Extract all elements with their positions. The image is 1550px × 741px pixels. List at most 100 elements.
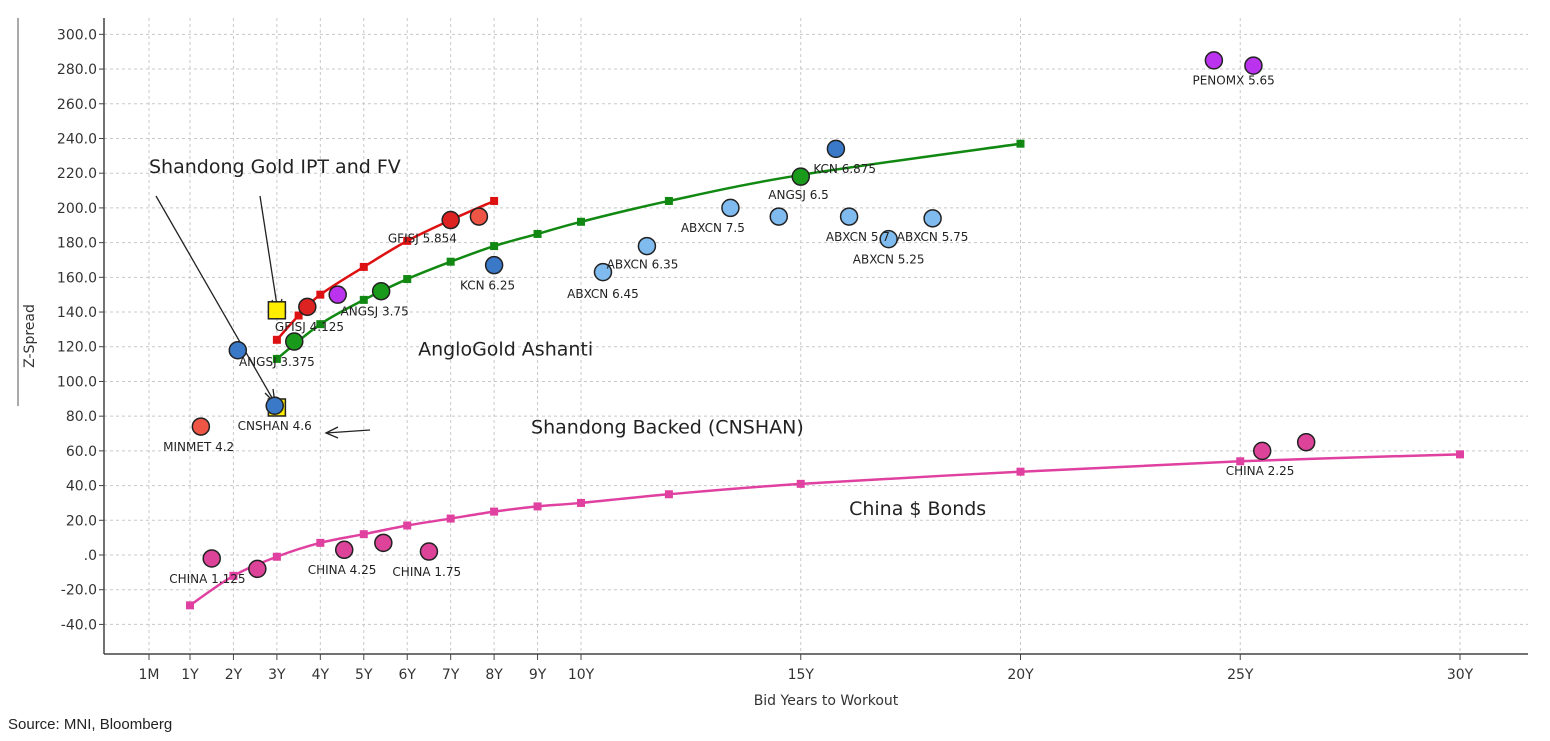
point-label-abxcn-5-7: ABXCN 5.7 xyxy=(826,230,890,244)
y-tick-label: .0 xyxy=(84,548,97,564)
bond-points xyxy=(191,51,1316,579)
curve-marker-china-bonds xyxy=(229,571,238,580)
point-purple-2 xyxy=(328,285,347,304)
point-china-4 xyxy=(1296,432,1316,452)
y-tick-label: 140.0 xyxy=(57,305,97,321)
y-tick-label: 200.0 xyxy=(57,201,97,217)
x-tick-label: 20Y xyxy=(1007,667,1034,683)
annotations: Shandong Gold IPT and FV AngloGold Ashant… xyxy=(149,156,986,520)
curve-line-gold-fields-curve xyxy=(275,199,495,341)
point-abxcn-1 xyxy=(769,207,789,226)
y-tick-labels: 300.0 280.0 260.0 240.0 220.0 200.0 180.0 160.0… xyxy=(57,27,104,633)
y-tick-label: 60.0 xyxy=(66,444,97,460)
point-china-4-25 xyxy=(334,540,354,560)
y-axis-title: Z-Spread xyxy=(22,304,38,368)
gridlines xyxy=(104,18,1528,654)
point-kcn-2 xyxy=(228,340,248,360)
point-label-china-1-75: CHINA 1.75 xyxy=(392,565,461,579)
x-tick-label: 3Y xyxy=(268,667,286,683)
point-cnshan-4-6 xyxy=(265,396,284,415)
point-label-china-4-25: CHINA 4.25 xyxy=(308,563,377,577)
point-gfisj-4-125 xyxy=(298,297,317,317)
curve-marker-china-bonds xyxy=(1236,457,1245,466)
arrow-cnshan xyxy=(325,429,371,434)
point-abxcn-5-25 xyxy=(879,229,898,249)
point-label-kcn-6-875: KCN 6.875 xyxy=(813,162,876,176)
point-china-1-125 xyxy=(202,549,221,568)
y-tick-label: 280.0 xyxy=(57,62,97,78)
x-tick-label: 7Y xyxy=(442,667,460,683)
curve-marker-gold-fields-curve xyxy=(403,236,412,245)
curve-marker-china-bonds xyxy=(403,521,412,530)
curve-marker-gold-fields-curve xyxy=(490,196,499,205)
y-tick-label: 20.0 xyxy=(66,513,97,529)
y-tick-label: -40.0 xyxy=(61,617,97,633)
point-label-gfisj-5-854: GFISJ 5.854 xyxy=(388,232,457,246)
point-abxcn-7-5 xyxy=(721,198,740,218)
y-tick-label: 220.0 xyxy=(57,166,97,182)
point-penomx-1 xyxy=(1204,51,1224,70)
point-label-kcn-6-25: KCN 6.25 xyxy=(460,278,515,292)
point-shandong-ipt xyxy=(267,301,287,320)
point-china-2 xyxy=(248,559,267,579)
source-note: Source: MNI, Bloomberg xyxy=(8,716,173,733)
x-axis-title: Bid Years to Workout xyxy=(754,693,899,709)
curve-marker-anglogold-ashanti xyxy=(446,257,455,266)
x-tick-label: 1M xyxy=(139,667,160,683)
curve-marker-china-bonds xyxy=(272,552,281,561)
y-tick-label: 100.0 xyxy=(57,374,97,390)
x-tick-label: 1Y xyxy=(181,667,199,683)
annotation-shandong-backed-cnshan: Shandong Backed (CNSHAN) xyxy=(531,417,804,439)
annotation-arrows xyxy=(155,195,371,439)
x-tick-label: 15Y xyxy=(788,667,815,683)
curve-marker-gold-fields-curve xyxy=(316,290,325,299)
annotation-china-bonds: China $ Bonds xyxy=(849,498,986,520)
curve-marker-anglogold-ashanti xyxy=(577,217,585,226)
annotation-anglogold-ashanti: AngloGold Ashanti xyxy=(418,338,593,360)
curve-marker-china-bonds xyxy=(316,538,325,547)
point-label-angsj-6-5: ANGSJ 6.5 xyxy=(768,188,829,202)
curve-marker-china-bonds xyxy=(490,507,499,516)
curve-marker-china-bonds xyxy=(796,479,805,488)
y-tick-label: 160.0 xyxy=(57,270,97,286)
point-label-abxcn-6-45: ABXCN 6.45 xyxy=(567,287,639,301)
point-label-abxcn-6-35: ABXCN 6.35 xyxy=(607,258,679,272)
bond-labels: PENOMX 5.65 KCN 6.875 ANGSJ 6.5 ABXCN 7.5 AB… xyxy=(163,74,1294,586)
y-tick-label: 300.0 xyxy=(57,27,97,43)
curve-marker-china-bonds xyxy=(359,530,368,539)
annotation-shandong-gold-ipt-and-fv: Shandong Gold IPT and FV xyxy=(149,156,401,178)
curve-marker-gold-fields-curve xyxy=(294,311,303,320)
y-tick-label: 240.0 xyxy=(57,131,97,147)
point-label-china-1-125: CHINA 1.125 xyxy=(169,572,245,586)
y-tick-label: 180.0 xyxy=(57,236,97,252)
point-label-china-2-25: CHINA 2.25 xyxy=(1226,464,1295,478)
curve-marker-china-bonds xyxy=(1016,467,1025,476)
point-abxcn-5-7 xyxy=(839,207,859,226)
x-tick-label: 2Y xyxy=(225,667,243,683)
x-tick-label: 10Y xyxy=(568,667,595,683)
point-angsj-6-5 xyxy=(791,167,810,186)
curve-marker-china-bonds xyxy=(1456,450,1464,459)
y-tick-label: 40.0 xyxy=(66,479,97,495)
point-china-2-25 xyxy=(1252,441,1272,461)
x-tick-label: 5Y xyxy=(355,667,373,683)
curve-marker-china-bonds xyxy=(446,514,455,523)
x-tick-label: 6Y xyxy=(398,667,416,683)
arrow-fv xyxy=(155,195,276,404)
point-gfisj-2 xyxy=(469,207,489,226)
x-tick-label: 8Y xyxy=(485,667,503,683)
curve-marker-anglogold-ashanti xyxy=(1016,139,1025,148)
curve-marker-anglogold-ashanti xyxy=(533,229,542,238)
curve-line-china-bonds xyxy=(189,453,1461,607)
point-kcn-6-25 xyxy=(484,255,504,275)
curve-marker-anglogold-ashanti xyxy=(490,242,499,251)
curve-marker-anglogold-ashanti xyxy=(403,275,412,284)
point-angsj-3-375 xyxy=(285,332,304,351)
point-angsj-3-75 xyxy=(371,281,391,301)
curve-marker-anglogold-ashanti xyxy=(664,196,673,205)
x-tick-label: 9Y xyxy=(529,667,547,683)
point-minmet-4-2 xyxy=(191,417,211,436)
curve-marker-gold-fields-curve xyxy=(359,262,368,271)
point-abxcn-6-45 xyxy=(593,262,613,282)
y-tick-label: 120.0 xyxy=(57,340,97,356)
